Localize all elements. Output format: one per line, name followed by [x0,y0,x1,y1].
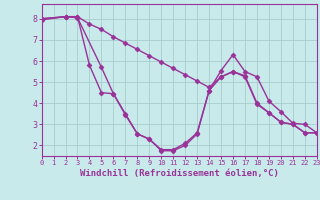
X-axis label: Windchill (Refroidissement éolien,°C): Windchill (Refroidissement éolien,°C) [80,169,279,178]
